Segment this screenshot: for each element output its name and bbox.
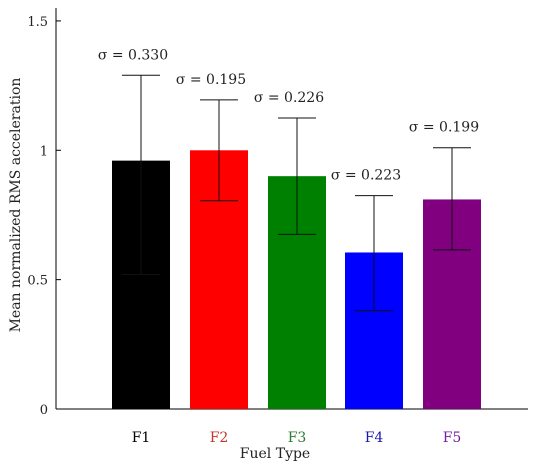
x-tick-label: F2	[210, 430, 229, 446]
sigma-label: σ = 0.199	[409, 120, 479, 136]
sigma-label: σ = 0.195	[176, 72, 246, 88]
sigma-label: σ = 0.226	[254, 90, 324, 106]
sigma-label: σ = 0.330	[98, 47, 168, 63]
y-tick-label: 0	[40, 403, 48, 418]
x-tick-label: F4	[365, 430, 384, 446]
bars	[112, 150, 481, 409]
error-bars	[122, 74, 471, 312]
y-axis-label: Mean normalized RMS acceleration	[8, 78, 24, 333]
x-tick-label: F1	[132, 430, 151, 446]
x-tick-label: F5	[443, 430, 462, 446]
x-axis-label: Fuel Type	[240, 446, 310, 462]
y-tick-label: 1.5	[27, 15, 48, 30]
y-tick-label: 1	[40, 144, 48, 159]
labels: F1 σ = 0.330 F2 σ = 0.195 F3 σ = 0.226 F4 σ = 0…	[98, 47, 479, 446]
sigma-label: σ = 0.223	[331, 168, 401, 184]
y-tick-label: 0.5	[27, 274, 48, 289]
x-tick-label: F3	[288, 430, 307, 446]
